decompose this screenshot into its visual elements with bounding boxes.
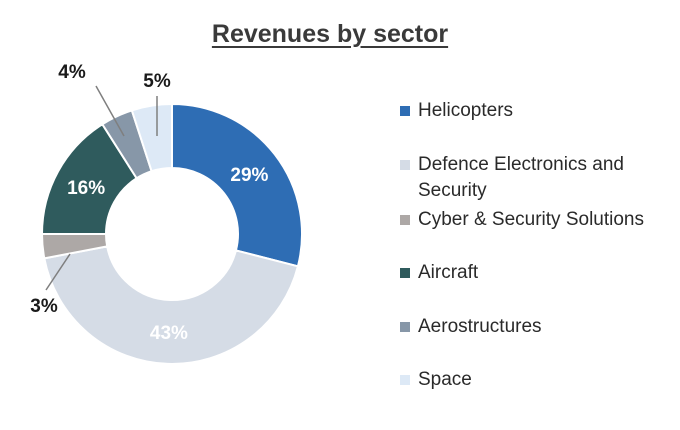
leader-line-aerostructures [95,85,125,137]
legend-item-space: Space [400,367,658,393]
data-label-cyber-security: 3% [30,296,58,317]
legend-swatch [400,375,410,385]
leader-line-cyber-security [45,253,71,291]
data-label-aerostructures: 4% [58,62,86,83]
data-label-aircraft: 16% [67,178,105,199]
slice-defence-electronics [43,245,300,365]
legend-item-aerostructures: Aerostructures [400,314,658,340]
legend-swatch [400,268,410,278]
legend-item-defence-electronics: Defence Electronics and Security [400,152,658,204]
slice-helicopters [171,102,303,268]
legend-item-helicopters: Helicopters [400,98,658,124]
legend-label: Space [418,369,472,390]
legend-item-aircraft: Aircraft [400,260,658,286]
data-label-defence-electronics: 43% [150,323,188,344]
data-label-helicopters: 29% [230,165,268,186]
legend-swatch [400,322,410,332]
legend-label: Aircraft [418,262,479,283]
legend-swatch [400,160,410,170]
legend-label: Helicopters [418,100,514,121]
slice-space [130,102,173,173]
legend-label: Cyber & Security Solutions [418,209,644,230]
legend-label: Aerostructures [418,316,542,337]
legend-swatch [400,215,410,225]
legend-label: Defence Electronics and Security [418,154,624,201]
legend-swatch [400,106,410,116]
chart-title: Revenues by sector [211,20,449,48]
legend-item-cyber-security: Cyber & Security Solutions [400,207,658,233]
data-label-space: 5% [143,71,171,92]
